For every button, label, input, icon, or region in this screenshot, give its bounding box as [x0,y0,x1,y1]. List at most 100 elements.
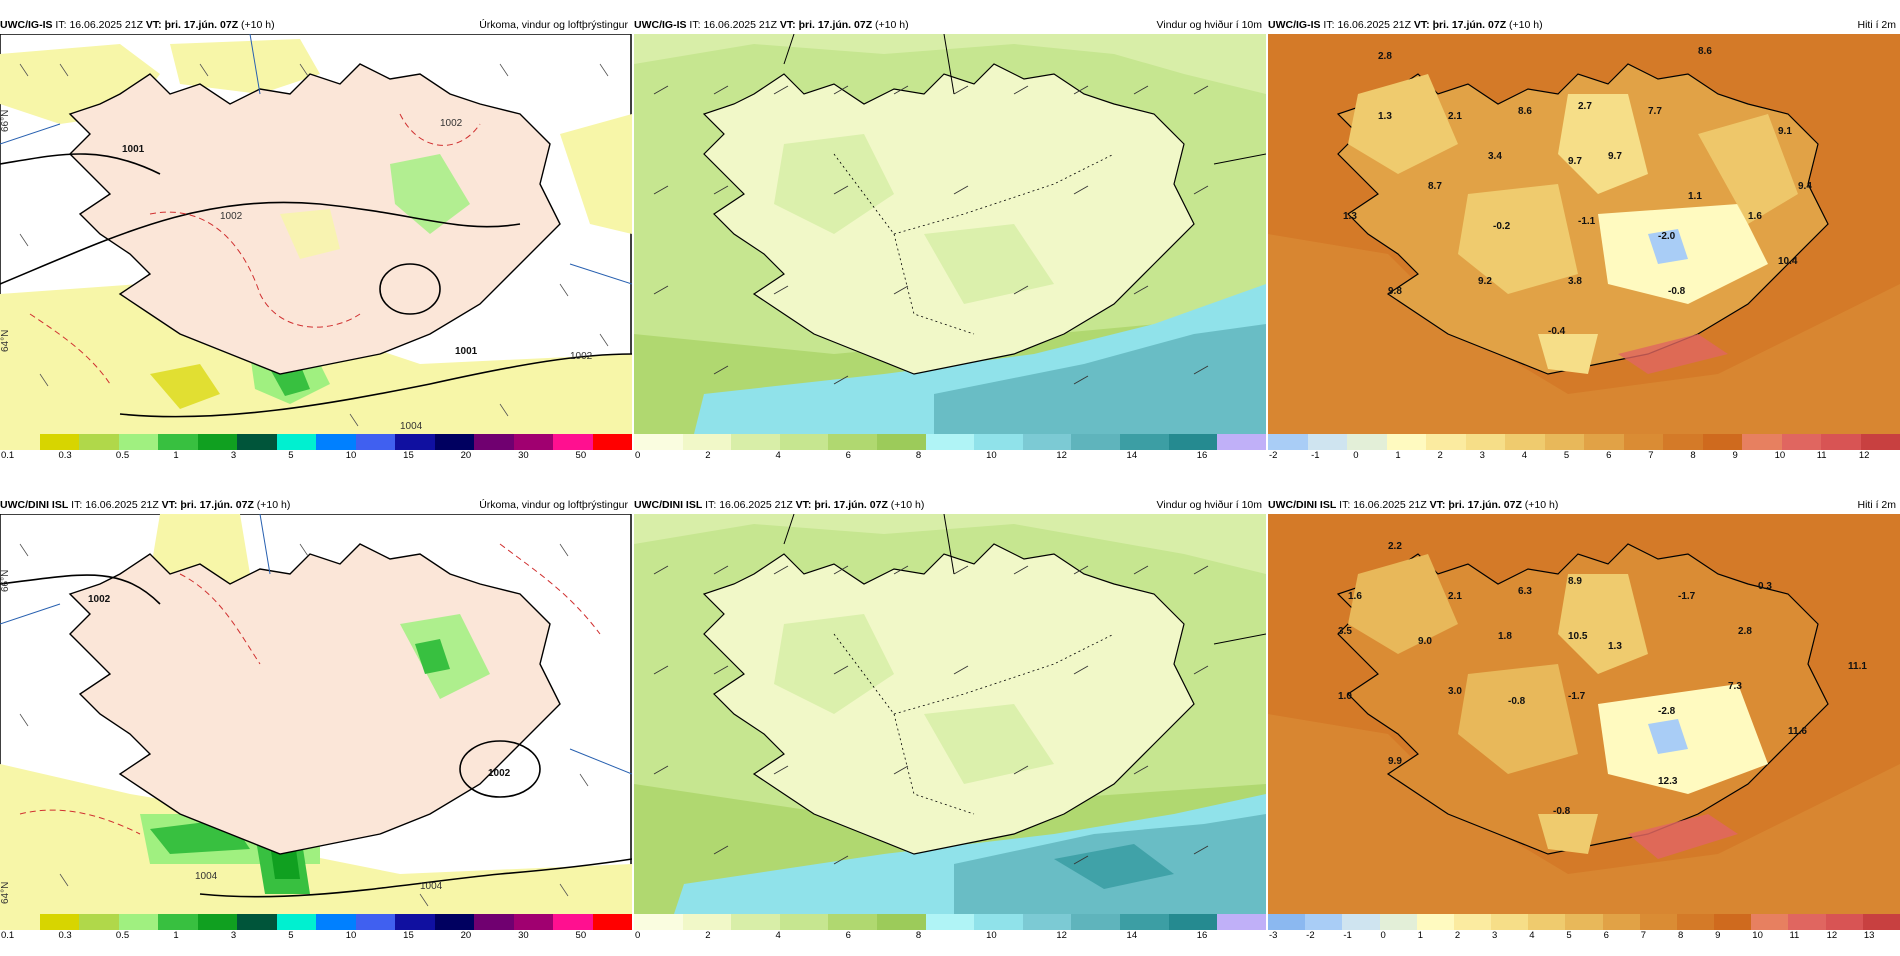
colorbar-swatch [316,914,356,930]
colorbar-tick-label: 2 [1438,450,1443,461]
colorbar-swatch [158,434,198,450]
it-label: IT: [705,499,716,511]
map-svg: 1001 1002 1001 1002 1002 1004 66°N 64°N [0,34,632,434]
it-label: IT: [689,19,700,31]
colorbar-tick-label: 10 [346,450,357,461]
it-value: 16.06.2025 21Z [703,19,777,31]
colorbar-swatch [1603,914,1640,930]
colorbar-swatch [974,914,1023,930]
temperature-label: 2.7 [1578,101,1592,112]
latitude-label: 66°N [0,110,11,132]
colorbar-swatch [1071,914,1120,930]
map-wind [634,514,1266,914]
panel-header: UWC/IG-IS IT: 16.06.2025 21Z VT: þri. 17… [634,16,1266,34]
colorbar-tick-label: 14 [1127,930,1138,941]
it-label: IT: [1323,19,1334,31]
colorbar-swatch [1861,434,1900,450]
precip-colorbar [0,914,632,930]
it-value: 16.06.2025 21Z [1337,19,1411,31]
temperature-label: -1.1 [1578,216,1596,227]
colorbar-tick-label: 11 [1817,450,1827,461]
model-name: UWC/DINI ISL [0,499,68,511]
colorbar-swatch [1703,434,1743,450]
panel-title: Úrkoma, vindur og loftþrýstingur [479,16,628,34]
colorbar-swatch [634,434,683,450]
it-value: 16.06.2025 21Z [69,19,143,31]
colorbar-swatch [683,434,732,450]
colorbar-swatch [1169,434,1218,450]
colorbar-swatch [395,914,435,930]
colorbar-swatch [1268,434,1308,450]
temperature-label: 1.8 [1498,631,1512,642]
colorbar-tick-label: 6 [846,450,851,461]
map-svg [634,514,1266,914]
colorbar-swatch [356,434,396,450]
panel-header: UWC/IG-IS IT: 16.06.2025 21Z VT: þri. 17… [0,16,632,34]
panel-title: Hiti í 2m [1857,16,1896,34]
it-label: IT: [55,19,66,31]
colorbar-tick-label: -1 [1343,930,1351,941]
temperature-label: 2.1 [1448,591,1462,602]
colorbar-tick-label: 0 [1381,930,1386,941]
colorbar-swatch [1751,914,1788,930]
colorbar-swatch [1268,914,1305,930]
colorbar-swatch [158,914,198,930]
colorbar-tick-label: 30 [518,930,529,941]
temperature-label: -0.8 [1553,806,1571,817]
colorbar-swatch [593,434,633,450]
vt-value: þri. 17.jún. 07Z [799,19,873,31]
temperature-label: 2.2 [1388,541,1402,552]
temperature-label: 9.9 [1388,756,1402,767]
temperature-label: 2.8 [1738,626,1752,637]
colorbar-tick-label: 5 [288,930,293,941]
vt-value: þri. 17.jún. 07Z [180,499,254,511]
colorbar-tick-label: 6 [1604,930,1609,941]
colorbar-swatch [1426,434,1466,450]
vt-value: þri. 17.jún. 07Z [1448,499,1522,511]
colorbar-tick-label: 7 [1648,450,1653,461]
panel-r1-precip: UWC/IG-IS IT: 16.06.2025 21Z VT: þri. 17… [0,16,632,476]
colorbar-tick-label: 15 [403,930,414,941]
temperature-label: 8.7 [1428,181,1442,192]
colorbar-tick-label: 4 [1529,930,1534,941]
precip-colorbar [0,434,632,450]
panel-header: UWC/DINI ISL IT: 16.06.2025 21Z VT: þri.… [0,496,632,514]
colorbar-swatch [40,914,80,930]
colorbar-swatch [40,434,80,450]
colorbar-swatch [0,434,40,450]
temperature-label: 3.8 [1568,276,1582,287]
colorbar-swatch [514,914,554,930]
colorbar-swatch [1380,914,1417,930]
colorbar-swatch [1387,434,1427,450]
wind-colorbar [634,434,1266,450]
temperature-label: 12.3 [1658,776,1678,787]
temperature-label: 10.5 [1568,631,1588,642]
pressure-label: 1004 [195,871,218,882]
colorbar-tick-label: 2 [1455,930,1460,941]
colorbar-swatch [316,434,356,450]
colorbar-tick-label: 1 [1418,930,1423,941]
colorbar-tick-label: 20 [461,450,472,461]
pressure-label: 1004 [420,881,443,892]
colorbar-tick-label: 5 [288,450,293,461]
temperature-label: 1.0 [1338,691,1352,702]
colorbar-tick-label: 9 [1732,450,1737,461]
colorbar-swatch [926,914,975,930]
temperature-label: -0.8 [1508,696,1526,707]
colorbar-swatch [1342,914,1379,930]
temperature-label: 7.7 [1648,106,1662,117]
model-name: UWC/DINI ISL [1268,499,1336,511]
colorbar-swatch [1120,914,1169,930]
colorbar-swatch [237,434,277,450]
pressure-label: 1002 [440,118,463,129]
colorbar-tick-label: 13 [1864,930,1875,941]
colorbar-swatch [1624,434,1664,450]
colorbar-swatch [1466,434,1506,450]
colorbar-swatch [1545,434,1585,450]
colorbar-tick-label: 3 [231,450,236,461]
vt-label: VT: [780,19,796,31]
temperature-label: -2.0 [1658,231,1676,242]
colorbar-tick-label: 16 [1197,930,1208,941]
